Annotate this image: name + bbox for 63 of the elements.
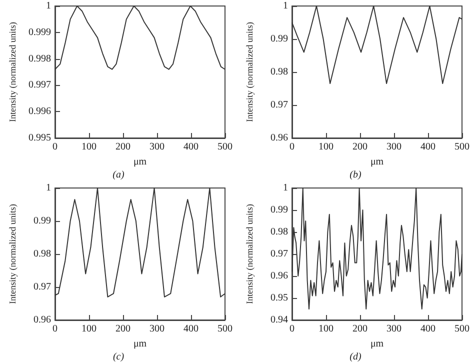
y-tick-label: 1 xyxy=(283,182,288,194)
x-tick-label: 100 xyxy=(318,142,334,152)
y-tick-label: 1 xyxy=(46,182,51,194)
x-tick-label: 300 xyxy=(150,324,164,334)
x-tick-label: 400 xyxy=(184,142,198,152)
x-tick-label: 300 xyxy=(150,142,164,152)
y-axis-title: Intensity (normalized units) xyxy=(8,204,18,304)
x-tick-label: 100 xyxy=(82,142,96,152)
x-tick-label: 100 xyxy=(318,324,334,334)
x-tick-label: 200 xyxy=(352,324,368,334)
x-tick-label: 100 xyxy=(82,324,96,334)
x-tick-label: 300 xyxy=(386,142,402,152)
y-tick-label: 0.96 xyxy=(270,132,288,144)
y-tick-label: 0.97 xyxy=(34,282,51,292)
y-axis-title: Intensity (normalized units) xyxy=(8,22,18,122)
x-tick-label: 200 xyxy=(116,324,130,334)
x-axis-title: μm xyxy=(133,338,147,350)
y-tick-label: 0.95 xyxy=(270,292,288,304)
y-tick-label: 0.99 xyxy=(270,34,288,44)
y-tick-label: 0.998 xyxy=(28,53,51,64)
y-tick-label: 0.99 xyxy=(34,216,51,226)
y-tick-label: 0.99 xyxy=(270,204,288,216)
y-tick-label: 1 xyxy=(283,0,288,12)
x-tick-label: 0 xyxy=(52,142,58,152)
y-tick-label: 0.98 xyxy=(270,226,288,238)
text: (a) xyxy=(112,170,125,180)
y-tick-label: 0.94 xyxy=(270,314,288,326)
x-tick-label: 500 xyxy=(218,324,232,334)
x-axis-title: μm xyxy=(370,338,384,350)
y-tick-label: 0.97 xyxy=(270,248,288,260)
x-tick-label: 500 xyxy=(454,142,470,152)
x-tick-label: 0 xyxy=(52,324,58,334)
y-tick-label: 0.995 xyxy=(28,132,51,144)
y-tick-label: 0.97 xyxy=(270,100,288,110)
x-tick-label: 400 xyxy=(184,324,198,334)
y-tick-label: 0.997 xyxy=(28,80,51,91)
y-tick-label: 0.98 xyxy=(34,248,51,260)
y-tick-label: 0.999 xyxy=(28,26,51,38)
x-axis-title: μm xyxy=(133,156,147,168)
y-axis-title: Intensity (normalized units) xyxy=(244,204,254,304)
y-tick-label: 0.98 xyxy=(270,66,288,78)
x-tick-label: 300 xyxy=(386,324,402,334)
text: (b) xyxy=(350,170,362,180)
y-axis-title: Intensity (normalized units) xyxy=(244,22,254,122)
y-tick-label: 0.96 xyxy=(34,314,51,326)
line-series xyxy=(54,6,226,70)
line-series xyxy=(292,188,462,310)
x-tick-label: 0 xyxy=(290,142,294,152)
text: (d) xyxy=(350,352,362,362)
line-series xyxy=(292,6,462,84)
x-tick-label: 200 xyxy=(116,142,130,152)
y-tick-label: 0.996 xyxy=(28,106,51,118)
x-tick-label: 0 xyxy=(290,324,294,334)
x-tick-label: 500 xyxy=(454,324,470,334)
text: (c) xyxy=(112,352,125,362)
y-tick-label: 0.96 xyxy=(270,270,288,282)
x-axis-title: μm xyxy=(370,156,384,168)
x-tick-label: 400 xyxy=(420,324,436,334)
x-tick-label: 500 xyxy=(218,142,232,152)
x-tick-label: 200 xyxy=(352,142,368,152)
x-tick-label: 400 xyxy=(420,142,436,152)
y-tick-label: 1 xyxy=(46,0,51,12)
line-series xyxy=(54,188,226,298)
